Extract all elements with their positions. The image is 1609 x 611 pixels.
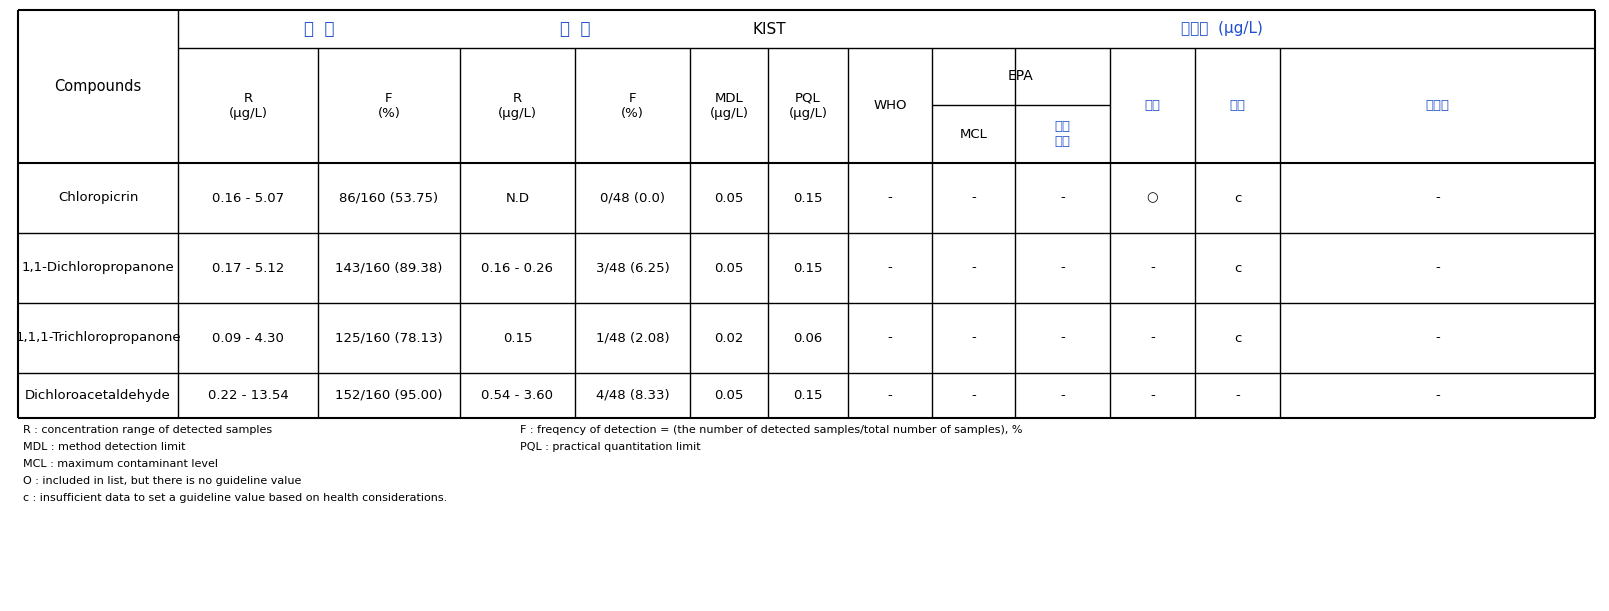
Text: -: - [1435,332,1440,345]
Text: 발암
그룹: 발암 그룹 [1054,120,1070,148]
Text: Dichloroacetaldehyde: Dichloroacetaldehyde [26,389,171,402]
Text: 0.15: 0.15 [793,191,822,205]
Text: -: - [1060,191,1065,205]
Text: 정  수: 정 수 [304,20,335,38]
Text: -: - [972,389,977,402]
Text: 0.02: 0.02 [714,332,743,345]
Text: -: - [1435,389,1440,402]
Text: 1,1-Dichloropropanone: 1,1-Dichloropropanone [21,262,174,274]
Text: -: - [972,332,977,345]
Text: 86/160 (53.75): 86/160 (53.75) [339,191,439,205]
Text: R : concentration range of detected samples: R : concentration range of detected samp… [23,425,272,435]
Text: -: - [888,262,893,274]
Text: 1,1,1-Trichloropropanone: 1,1,1-Trichloropropanone [14,332,180,345]
Text: 0.17 - 5.12: 0.17 - 5.12 [212,262,285,274]
Text: WHO: WHO [874,99,907,112]
Text: PQL
(μg/L): PQL (μg/L) [788,92,827,120]
Text: 0.15: 0.15 [793,389,822,402]
Text: R
(μg/L): R (μg/L) [228,92,267,120]
Text: 0.15: 0.15 [502,332,533,345]
Text: -: - [1435,191,1440,205]
Text: 0.16 - 5.07: 0.16 - 5.07 [212,191,285,205]
Text: -: - [1150,332,1155,345]
Text: 0.54 - 3.60: 0.54 - 3.60 [481,389,553,402]
Text: 1/48 (2.08): 1/48 (2.08) [595,332,669,345]
Text: MCL: MCL [959,128,988,141]
Text: -: - [1435,262,1440,274]
Text: KIST: KIST [751,21,785,37]
Text: -: - [972,191,977,205]
Text: R
(μg/L): R (μg/L) [499,92,537,120]
Text: EPA: EPA [1009,70,1035,84]
Text: -: - [1060,332,1065,345]
Text: MDL : method detection limit: MDL : method detection limit [23,442,185,452]
Text: N.D: N.D [505,191,529,205]
Text: 0/48 (0.0): 0/48 (0.0) [600,191,665,205]
Text: 기준값  (μg/L): 기준값 (μg/L) [1181,21,1263,37]
Text: -: - [888,389,893,402]
Text: 일본: 일본 [1144,99,1160,112]
Text: MDL
(μg/L): MDL (μg/L) [710,92,748,120]
Text: 152/160 (95.00): 152/160 (95.00) [335,389,442,402]
Text: Chloropicrin: Chloropicrin [58,191,138,205]
Text: 143/160 (89.38): 143/160 (89.38) [335,262,442,274]
Text: -: - [888,332,893,345]
Text: MCL : maximum contaminant level: MCL : maximum contaminant level [23,459,217,469]
Text: 원  수: 원 수 [560,20,591,38]
Text: F
(%): F (%) [378,92,401,120]
Text: O : included in list, but there is no guideline value: O : included in list, but there is no gu… [23,476,301,486]
Text: c : insufficient data to set a guideline value based on health considerations.: c : insufficient data to set a guideline… [23,493,447,503]
Text: c: c [1234,332,1241,345]
Text: -: - [1150,262,1155,274]
Text: 0.15: 0.15 [793,262,822,274]
Text: 0.05: 0.05 [714,191,743,205]
Text: Compounds: Compounds [55,79,142,94]
Text: 3/48 (6.25): 3/48 (6.25) [595,262,669,274]
Text: 0.05: 0.05 [714,389,743,402]
Text: -: - [1060,262,1065,274]
Text: 캐나다: 캐나다 [1426,99,1450,112]
Text: -: - [1060,389,1065,402]
Text: -: - [1150,389,1155,402]
Text: c: c [1234,262,1241,274]
Text: c: c [1234,191,1241,205]
Text: -: - [972,262,977,274]
Text: F : freqency of detection = (the number of detected samples/total number of samp: F : freqency of detection = (the number … [520,425,1022,435]
Text: 0.06: 0.06 [793,332,822,345]
Text: 0.22 - 13.54: 0.22 - 13.54 [208,389,288,402]
Text: PQL : practical quantitation limit: PQL : practical quantitation limit [520,442,700,452]
Text: ○: ○ [1147,191,1158,205]
Text: 4/48 (8.33): 4/48 (8.33) [595,389,669,402]
Text: 125/160 (78.13): 125/160 (78.13) [335,332,442,345]
Text: 호주: 호주 [1229,99,1245,112]
Text: -: - [1236,389,1241,402]
Text: F
(%): F (%) [621,92,644,120]
Text: 0.16 - 0.26: 0.16 - 0.26 [481,262,553,274]
Text: -: - [888,191,893,205]
Text: 0.09 - 4.30: 0.09 - 4.30 [212,332,283,345]
Text: 0.05: 0.05 [714,262,743,274]
